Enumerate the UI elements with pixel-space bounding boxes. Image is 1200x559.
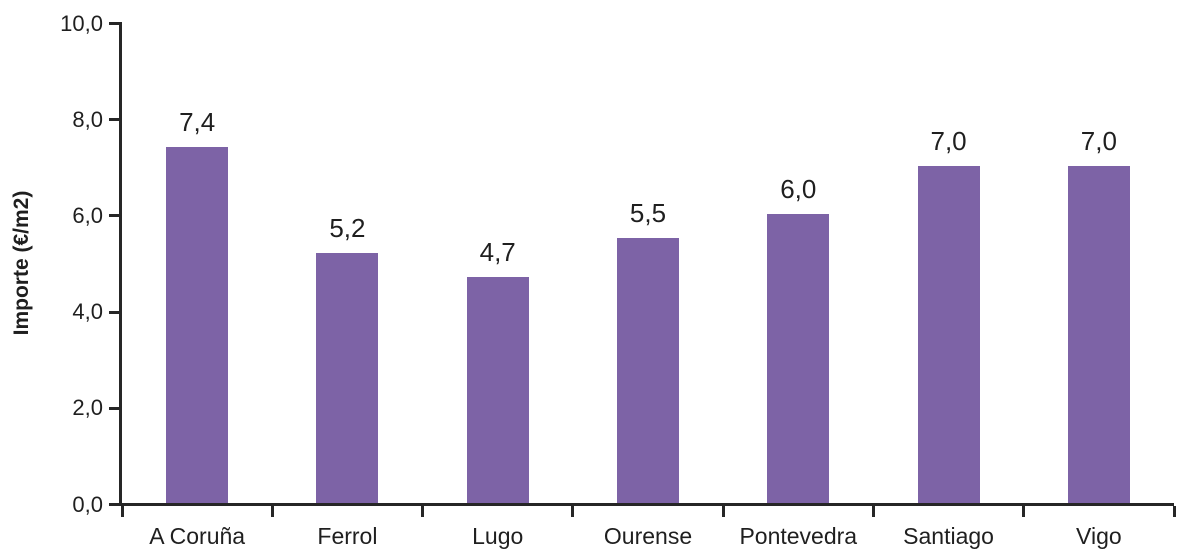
x-category-label: Lugo	[472, 523, 524, 549]
x-tick	[120, 506, 124, 517]
x-tick	[270, 506, 274, 517]
y-tick-label: 4,0	[72, 299, 103, 325]
x-tick	[571, 506, 575, 517]
y-axis-line	[119, 22, 122, 506]
bar-2	[316, 252, 379, 503]
bar-3	[466, 276, 529, 503]
x-tick	[421, 506, 425, 517]
bar-value-label: 7,0	[1080, 126, 1117, 157]
bar-value-label: 6,0	[780, 174, 817, 205]
bar-6	[917, 166, 980, 503]
y-tick	[109, 310, 119, 314]
x-category-label: A Coruña	[149, 523, 246, 549]
bar-4	[617, 238, 679, 503]
x-tick	[1022, 506, 1026, 517]
bar-7	[1067, 166, 1130, 503]
x-tick	[871, 506, 875, 517]
y-tick-label: 10,0	[60, 10, 103, 36]
y-tick	[109, 503, 119, 506]
bar-value-label: 7,4	[179, 107, 216, 138]
x-category-label: Ferrol	[317, 523, 378, 549]
y-tick	[109, 214, 119, 218]
x-category-label: Ourense	[603, 523, 693, 549]
y-tick-label: 0,0	[72, 491, 103, 517]
bar-1	[166, 147, 229, 503]
x-axis-line	[119, 503, 1174, 506]
y-tick	[109, 118, 119, 122]
bar-value-label: 5,2	[329, 212, 366, 243]
y-tick-label: 8,0	[72, 106, 103, 132]
bar-value-label: 7,0	[930, 126, 967, 157]
x-tick	[721, 506, 725, 517]
bar-value-label: 5,5	[629, 198, 667, 229]
y-tick-label: 6,0	[72, 202, 103, 228]
x-category-label: Pontevedra	[739, 523, 858, 549]
x-category-label: Vigo	[1076, 523, 1122, 549]
bar-5	[767, 214, 830, 503]
y-tick	[109, 406, 119, 410]
x-category-label: Santiago	[903, 523, 994, 549]
y-axis-title: Importe (€/m2)	[10, 190, 33, 336]
y-tick	[109, 22, 119, 25]
y-tick-label: 2,0	[72, 395, 103, 421]
x-tick	[1172, 506, 1176, 517]
bar-value-label: 4,7	[479, 236, 516, 267]
